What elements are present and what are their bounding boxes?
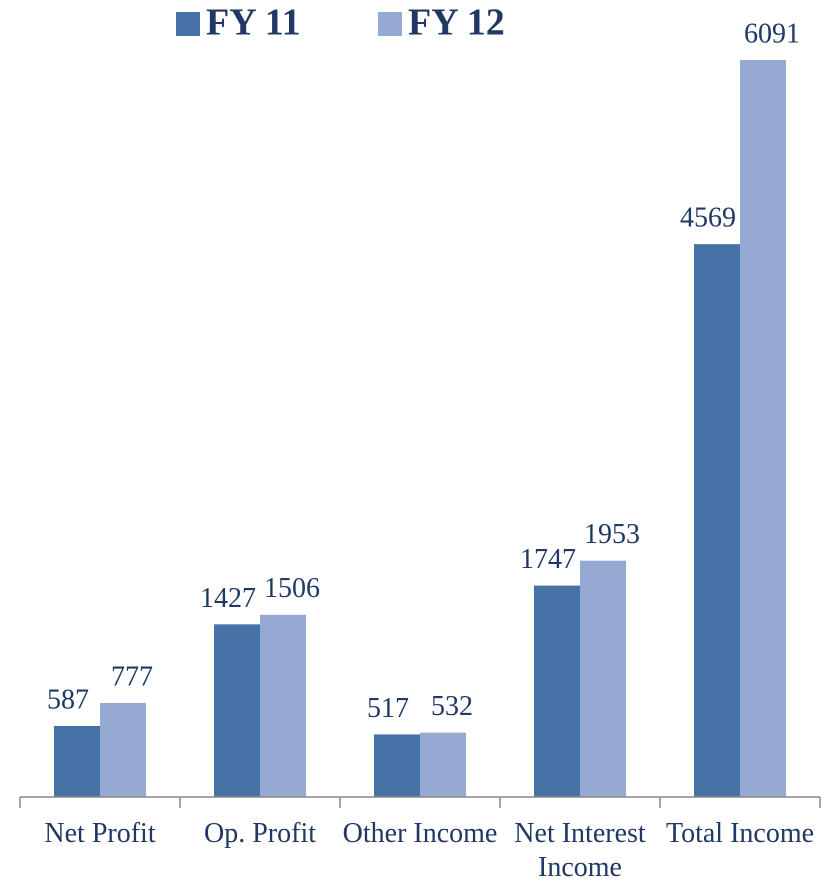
bar xyxy=(54,725,100,797)
value-label: 1506 xyxy=(264,573,320,604)
value-label: 1953 xyxy=(584,519,640,550)
bar xyxy=(580,560,626,797)
x-tick-label: Total Income xyxy=(665,818,815,849)
x-tick-label: Net Profit xyxy=(44,818,156,849)
bar xyxy=(260,614,306,797)
bar xyxy=(214,624,260,797)
value-label: 6091 xyxy=(744,18,800,49)
x-tick-label: Other Income xyxy=(342,818,498,849)
bar xyxy=(534,585,580,797)
value-label: 1427 xyxy=(200,583,256,614)
legend-swatch xyxy=(378,12,402,36)
value-label: 1747 xyxy=(520,544,576,575)
x-tick-label: Net Interest Income xyxy=(514,818,646,883)
value-label: 777 xyxy=(111,661,153,692)
x-tick-label: Op. Profit xyxy=(204,818,316,849)
legend-label: FY 11 xyxy=(206,2,301,44)
legend-swatch xyxy=(176,12,200,36)
value-label: 517 xyxy=(367,693,409,724)
bar xyxy=(740,60,786,797)
value-label: 532 xyxy=(431,691,473,722)
bar xyxy=(694,244,740,798)
value-label: 587 xyxy=(47,684,89,715)
bar xyxy=(100,702,146,797)
legend-label: FY 12 xyxy=(408,2,505,44)
bar xyxy=(420,732,466,797)
bar xyxy=(374,734,420,797)
value-label: 4569 xyxy=(680,203,736,234)
